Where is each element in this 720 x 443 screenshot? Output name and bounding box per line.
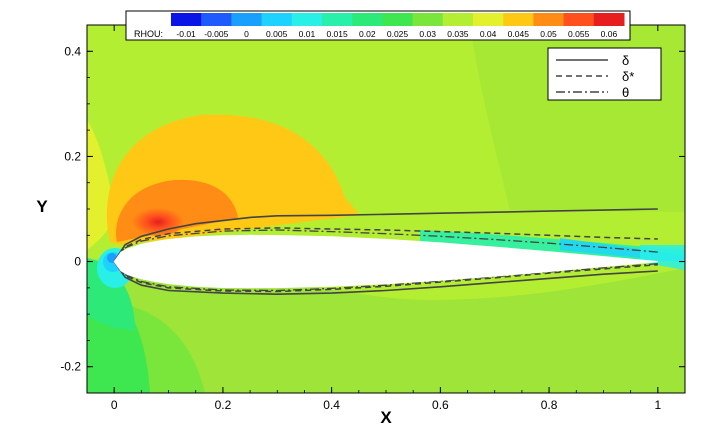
colorbar-tick-label: 0.03 bbox=[419, 29, 436, 39]
legend-label-1: δ bbox=[622, 53, 629, 68]
x-tick-label: 0.8 bbox=[541, 398, 558, 412]
legend-label-3: θ bbox=[622, 85, 629, 100]
colorbar-label: RHOU: bbox=[134, 29, 163, 39]
airfoil-body bbox=[113, 234, 658, 289]
y-tick-label: 0.2 bbox=[64, 149, 81, 163]
colorbar-swatch bbox=[352, 13, 383, 26]
colorbar-swatch bbox=[412, 13, 444, 26]
y-axis-ticks: -0.2 0 0.2 0.4 bbox=[60, 24, 685, 394]
x-tick-label: 0.2 bbox=[215, 398, 232, 412]
colorbar-swatch bbox=[473, 13, 504, 26]
colorbar-tick-label: 0.015 bbox=[326, 29, 348, 39]
colorbar-swatch bbox=[503, 13, 534, 26]
x-tick-label: 0.6 bbox=[432, 398, 449, 412]
colorbar-tick-label: 0.05 bbox=[540, 29, 557, 39]
colorbar-tick-label: 0.005 bbox=[266, 29, 288, 39]
colorbar-swatch bbox=[231, 13, 263, 26]
colorbar-swatch bbox=[322, 13, 353, 26]
y-tick-label: 0 bbox=[74, 255, 81, 269]
y-tick-label: 0.4 bbox=[64, 44, 81, 58]
colorbar: RHOU: -0.01 -0.005 0 0.005 0.01 0.015 0.02 0.02… bbox=[125, 10, 631, 41]
colorbar-tick-label: -0.01 bbox=[176, 29, 196, 39]
legend-frame bbox=[547, 47, 662, 101]
colorbar-swatch bbox=[291, 13, 323, 26]
colorbar-tick-label: 0.045 bbox=[508, 29, 530, 39]
curve-3-upper bbox=[113, 229, 658, 263]
colorbar-tick-label: 0.01 bbox=[299, 29, 316, 39]
curve-2-upper bbox=[113, 227, 658, 263]
colorbar-tick-label: 0 bbox=[244, 29, 249, 39]
colorbar-swatch bbox=[261, 13, 293, 26]
curve-1-lower bbox=[113, 261, 658, 296]
colorbar-tick-label: 0.025 bbox=[387, 29, 409, 39]
colorbar-tick-label: 0.06 bbox=[601, 29, 618, 39]
colorbar-swatch bbox=[533, 13, 565, 26]
x-tick-label: 1 bbox=[654, 398, 661, 412]
colorbar-tick-label: 0.02 bbox=[359, 29, 376, 39]
colorbar-swatch bbox=[563, 13, 595, 26]
colorbar-tick-label: 0.04 bbox=[480, 29, 497, 39]
y-axis-label: Y bbox=[36, 197, 48, 216]
colorbar-swatch bbox=[442, 13, 474, 26]
colorbar-tick-label: 0.035 bbox=[447, 29, 469, 39]
curve-3-lower bbox=[113, 261, 658, 292]
y-tick-label: -0.2 bbox=[60, 360, 81, 374]
x-axis-label: X bbox=[380, 408, 392, 427]
colorbar-tick-label: 0.055 bbox=[568, 29, 590, 39]
curve-1-upper bbox=[113, 208, 658, 263]
x-tick-label: 0.4 bbox=[323, 398, 340, 412]
colorbar-tick-label: -0.005 bbox=[204, 29, 228, 39]
colorbar-swatch bbox=[593, 13, 625, 26]
legend-label-2: δ* bbox=[622, 69, 634, 84]
colorbar-swatch bbox=[201, 13, 232, 26]
x-tick-label: 0 bbox=[111, 398, 118, 412]
boundary-layer-curves bbox=[113, 208, 658, 296]
legend: δδ*θ bbox=[547, 47, 662, 101]
colorbar-swatch bbox=[171, 13, 202, 26]
colorbar-swatch bbox=[382, 13, 414, 26]
airfoil-shape bbox=[113, 234, 658, 289]
curve-2-lower bbox=[113, 261, 658, 293]
